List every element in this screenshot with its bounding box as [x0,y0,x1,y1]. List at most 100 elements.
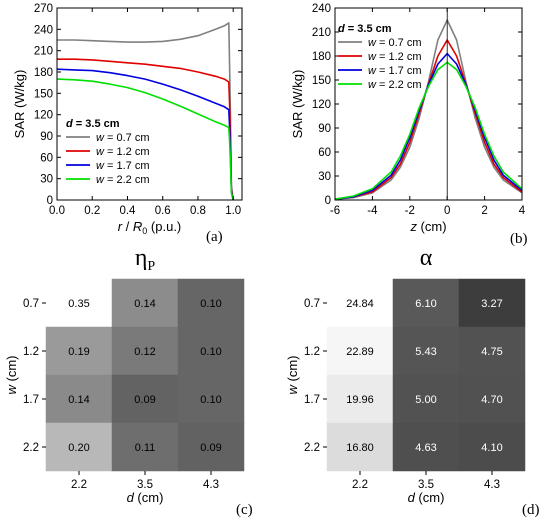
y-tick-label: 90 [318,123,331,135]
panel-c-heatmap: 0.35 0.14 0.10 0.19 0.12 0.10 0.14 0.09 0.10 0.20… [4,245,253,518]
cell-value-label: 6.10 [415,298,436,310]
x-tick-label: 3.5 [418,479,434,491]
cell-value-label: 0.19 [68,346,89,358]
x-tick-label: 0.4 [119,205,136,217]
x-tick-label: 4.3 [203,479,219,491]
plot-frame [56,7,243,201]
cell-value-label: 0.10 [200,346,221,358]
heatmap-cell [326,278,394,328]
y-tick-label: 2.2 [23,442,39,454]
cell-value-label: 0.14 [134,298,155,310]
x-tick-label: 1.0 [225,205,241,217]
x-tick-label: 0 [444,205,450,217]
x-axis-label: d (cm) [408,490,445,505]
heatmap-cell [111,422,179,472]
panel-a-line-chart: 0.0 0.2 0.4 0.6 0.8 1.0 0 30 60 90 120 150 180 210 240… [12,3,243,245]
y-tick-label: 0 [325,195,331,207]
y-tick-label: 90 [40,131,53,143]
heatmap-cell [458,422,526,472]
heatmap-cell [458,278,526,328]
cell-value-label: 4.75 [481,346,502,358]
y-tick-label: 30 [40,174,53,186]
y-axis-label: w (cm) [285,356,300,395]
panel-d-heatmap: 24.84 6.10 3.27 22.89 5.43 4.75 19.96 5.00 4.70 1… [285,245,540,518]
cell-value-label: 16.80 [346,442,374,454]
y-tick-label: 240 [312,3,331,15]
cell-value-label: 0.12 [134,346,155,358]
y-tick-label: 30 [318,171,331,183]
cell-value-label: 0.35 [68,298,89,310]
heatmap-cell [392,374,460,424]
series-line-0 [334,19,523,200]
legend-entry: w = 2.2 cm [96,174,150,186]
heatmap-cell [45,374,113,424]
cell-value-label: 4.63 [415,442,436,454]
y-tick-label: 150 [34,88,53,100]
x-axis-label: d (cm) [127,490,164,505]
y-tick-label: 0 [47,195,53,207]
x-tick-label: 4 [519,205,526,217]
x-tick-label: 2 [481,205,487,217]
y-tick-label: 1.2 [304,346,320,358]
heatmap-cell [326,326,394,376]
y-tick-label: 1.2 [23,346,39,358]
x-tick-label: 0.6 [155,205,171,217]
y-tick-label: 270 [34,3,53,15]
legend-title: d = 3.5 cm [338,23,392,35]
heatmap-cell [111,326,179,376]
cell-value-label: 0.09 [134,394,155,406]
y-tick-label: 0.7 [304,298,320,310]
panel-label: (b) [510,231,528,247]
cell-value-label: 4.70 [481,394,502,406]
y-tick-label: 180 [312,51,331,63]
heatmap-cell [177,278,245,328]
heatmap-cell [458,374,526,424]
y-tick-label: 60 [40,152,53,164]
legend-entry: w = 1.7 cm [368,65,422,77]
x-tick-label: 4.3 [484,479,500,491]
x-tick-label: 0.2 [84,205,100,217]
legend-entry: w = 0.7 cm [96,132,150,144]
panel-label: (c) [236,502,253,518]
x-tick-label: 0.8 [190,205,206,217]
y-tick-label: 180 [34,67,53,79]
y-tick-label: 240 [34,24,53,36]
heatmap-title: ηP [135,245,156,274]
x-tick-label: -4 [367,205,378,217]
x-tick-label: 2.2 [352,479,368,491]
y-axis-label: SAR (W/kg) [12,70,27,139]
cell-value-label: 4.10 [481,442,502,454]
y-tick-label: 1.7 [304,394,320,406]
heatmap-cell [458,326,526,376]
legend-entry: w = 1.2 cm [368,51,422,63]
cell-value-label: 0.09 [200,442,221,454]
x-tick-label: 3.5 [137,479,153,491]
heatmap-cell [392,326,460,376]
y-tick-label: 120 [34,110,53,122]
y-tick-label: 210 [34,46,53,58]
cell-value-label: 5.00 [415,394,436,406]
series-line-3 [334,61,523,200]
x-tick-label: 2.2 [71,479,87,491]
y-axis-label: SAR (W/kg) [290,70,305,139]
legend-entry: w = 1.2 cm [96,146,150,158]
cell-value-label: 0.11 [135,442,156,454]
x-axis-label: r / R0 (p.u.) [118,219,182,236]
panel-label: (d) [522,502,540,518]
y-tick-label: 210 [312,27,331,39]
series-line-1 [334,39,523,200]
cell-value-label: 3.27 [481,298,502,310]
heatmap-cell [177,326,245,376]
legend-title: d = 3.5 cm [66,118,120,130]
cell-value-label: 19.96 [346,394,374,406]
heatmap-cell [177,374,245,424]
y-axis-label: w (cm) [4,356,19,395]
y-tick-label: 150 [312,75,331,87]
legend-entry: w = 1.7 cm [96,160,150,172]
heatmap-cell [111,278,179,328]
cell-value-label: 22.89 [346,346,374,358]
legend-entry: w = 2.2 cm [368,79,422,91]
heatmap-cell [45,422,113,472]
heatmap-cell [392,278,460,328]
